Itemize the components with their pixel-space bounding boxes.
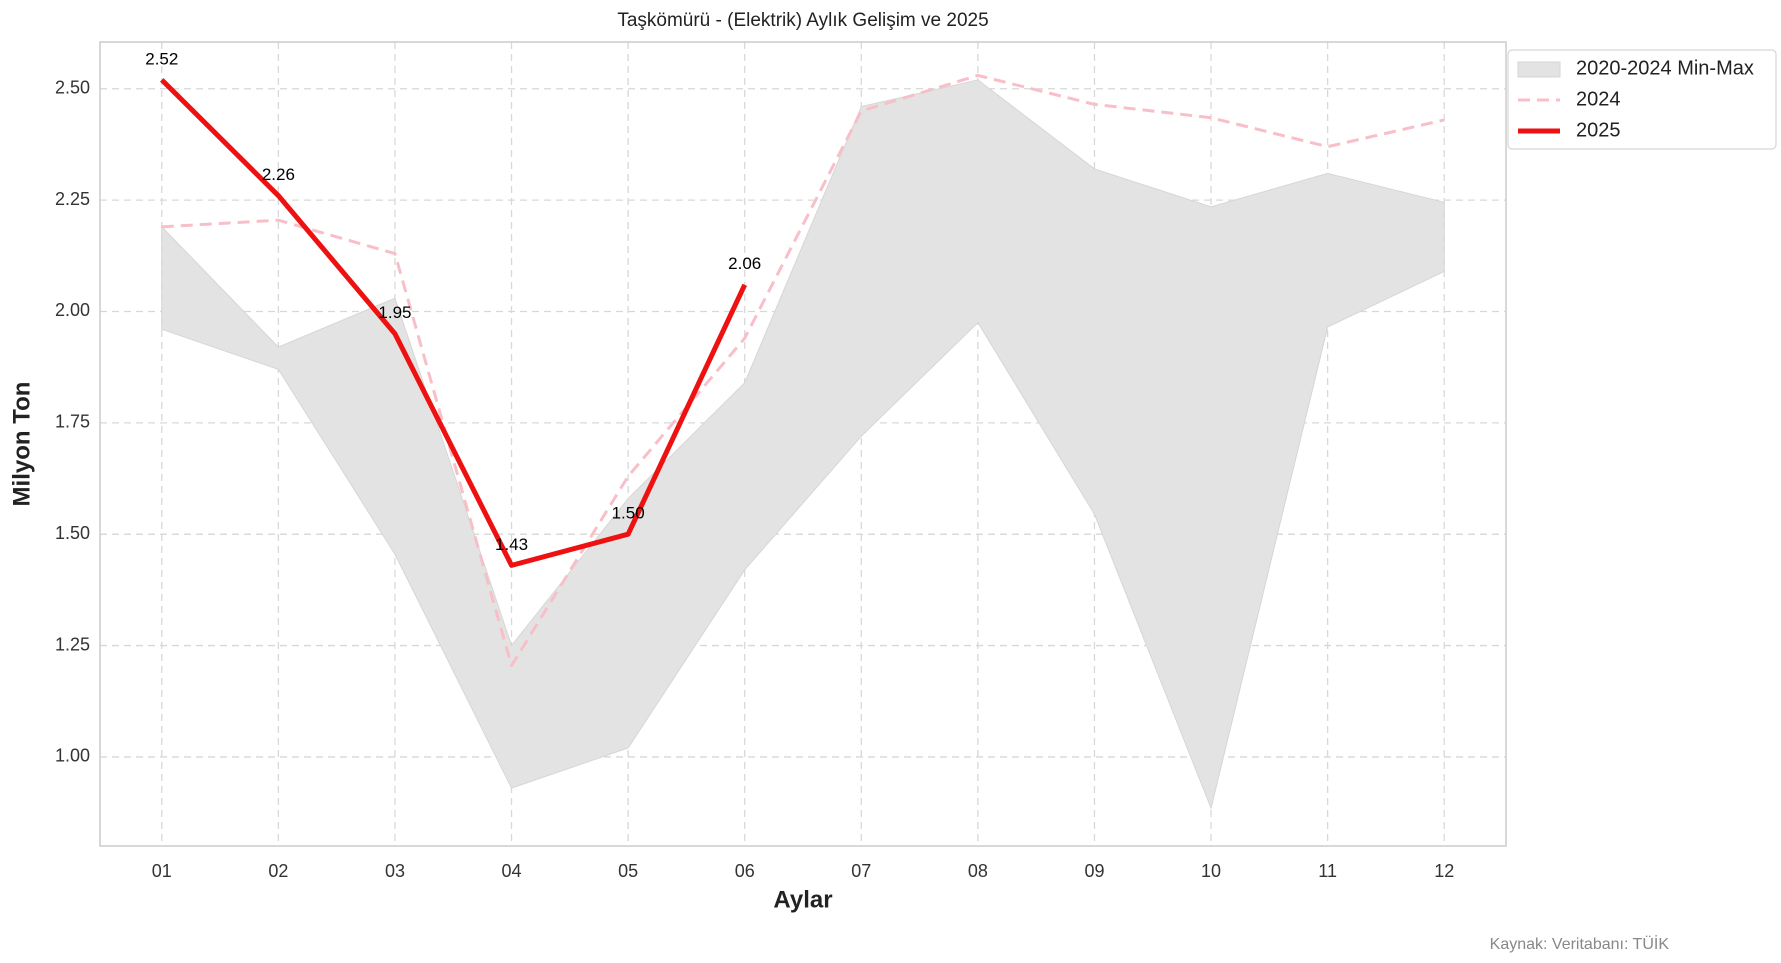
data-label: 2.06 <box>728 254 761 273</box>
x-tick-label: 05 <box>618 861 638 881</box>
data-label: 1.43 <box>495 535 528 554</box>
x-tick-label: 03 <box>385 861 405 881</box>
legend-label: 2024 <box>1576 88 1621 110</box>
legend: 2020-2024 Min-Max 2024 2025 <box>1507 49 1777 150</box>
y-tick-label: 2.00 <box>55 300 90 320</box>
y-tick-label: 2.25 <box>55 189 90 209</box>
x-tick-label: 10 <box>1201 861 1221 881</box>
x-axis-label: Aylar <box>773 886 832 913</box>
x-tick-label: 12 <box>1434 861 1454 881</box>
y-tick-label: 1.25 <box>55 634 90 654</box>
data-label: 1.95 <box>378 303 411 322</box>
y-tick-label: 2.50 <box>55 78 90 98</box>
x-tick-label: 02 <box>268 861 288 881</box>
min-max-band <box>161 79 1445 810</box>
data-label: 1.50 <box>612 504 645 523</box>
y-tick-label: 1.75 <box>55 412 90 432</box>
chart-title: Taşkömürü - (Elektrik) Aylık Gelişim ve … <box>617 10 988 31</box>
x-tick-label: 04 <box>502 861 522 881</box>
legend-label: 2020-2024 Min-Max <box>1576 57 1754 79</box>
data-label: 2.26 <box>262 165 295 184</box>
x-tick-label: 01 <box>152 861 172 881</box>
x-tick-label: 11 <box>1318 861 1337 881</box>
x-tick-label: 08 <box>968 861 988 881</box>
x-tick-label: 06 <box>735 861 755 881</box>
y-tick-label: 1.50 <box>55 523 90 543</box>
y-axis-label: Milyon Ton <box>8 382 35 507</box>
line-2024 <box>161 73 1445 668</box>
x-tick-label: 07 <box>851 861 871 881</box>
legend-swatch <box>1517 61 1561 78</box>
legend-label: 2025 <box>1576 119 1621 141</box>
y-tick-label: 1.00 <box>55 746 90 766</box>
data-label: 2.52 <box>145 49 178 68</box>
x-tick-label: 09 <box>1084 861 1104 881</box>
line-2025 <box>160 78 747 568</box>
legend-box <box>1507 49 1777 150</box>
plot-frame <box>99 41 1507 847</box>
source-note: Kaynak: Veritabanı: TÜİK <box>1490 934 1670 953</box>
